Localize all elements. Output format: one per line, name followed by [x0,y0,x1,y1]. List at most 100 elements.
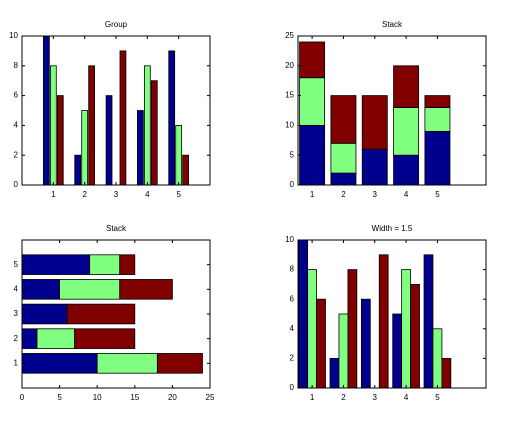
x-tick-label: 0 [20,393,25,402]
bar [378,254,389,389]
bar [143,65,151,186]
bar [89,254,121,275]
y-tick-label: 0 [14,180,19,189]
bar [360,298,371,389]
bar [299,125,326,186]
bar [441,357,452,389]
bar [88,65,95,186]
x-tick-label: 2 [341,190,346,199]
bar [105,95,113,186]
y-tick-label: 5 [14,260,19,269]
bar [56,95,64,186]
bar [96,353,158,374]
bar [424,130,451,186]
y-tick-label: 0 [290,383,295,392]
bar [424,95,451,108]
y-tick-label: 25 [285,31,294,40]
bar [424,107,451,132]
bar [393,154,420,186]
bar [330,95,357,144]
chart-title: Group [105,20,128,29]
y-tick-label: 2 [14,334,19,343]
bar [21,279,60,300]
bar [401,269,411,389]
x-tick-label: 5 [435,393,440,402]
y-tick-label: 2 [14,150,19,159]
y-tick-label: 6 [290,294,295,303]
y-tick-label: 4 [14,121,19,130]
bar [329,357,340,389]
bar [410,283,420,389]
chart-title: Width = 1.5 [372,224,413,233]
bar [66,303,136,325]
x-tick-label: 5 [176,190,181,199]
y-tick-label: 15 [285,91,294,100]
bar [74,328,136,349]
y-tick-label: 5 [290,150,295,159]
chart-title: Stack [382,20,403,29]
bar [307,269,317,389]
x-tick-label: 1 [310,393,315,402]
x-tick-label: 20 [168,393,177,402]
y-tick-label: 3 [14,309,19,318]
bar [137,110,144,186]
bar [298,239,309,389]
y-tick-label: 6 [14,91,19,100]
bar [393,107,420,156]
bar [21,254,91,275]
bar [36,328,76,349]
x-tick-label: 3 [114,190,119,199]
bar [361,148,388,186]
bar [299,41,326,79]
bar [175,125,183,186]
x-tick-label: 3 [373,190,378,199]
y-tick-label: 20 [285,61,294,70]
bar [43,35,50,186]
x-tick-label: 5 [435,190,440,199]
bar [74,154,82,186]
axes-frame [297,35,487,186]
bar [316,298,326,389]
bar [338,313,349,389]
x-tick-label: 25 [206,393,215,402]
x-tick-label: 1 [51,190,56,199]
x-tick-label: 15 [130,393,139,402]
bar [81,110,89,186]
x-tick-label: 2 [341,393,346,402]
chart-title: Stack [106,224,127,233]
bar [119,50,127,186]
y-tick-label: 2 [290,354,295,363]
bar [21,353,98,374]
bar [150,80,158,186]
bar [361,95,388,150]
bar [392,313,403,389]
bar [119,254,136,275]
x-tick-label: 5 [57,393,62,402]
bar [156,353,203,374]
x-tick-label: 3 [373,393,378,402]
y-tick-label: 4 [290,324,295,333]
y-tick-label: 10 [285,121,294,130]
y-tick-label: 0 [290,180,295,189]
bar [330,142,357,174]
bar [423,254,434,389]
bar [299,77,326,126]
y-tick-label: 1 [14,358,19,367]
bar [21,303,68,325]
bar [49,65,57,186]
x-tick-label: 4 [404,393,409,402]
axes-frame [297,239,487,389]
bar [393,65,420,108]
y-tick-label: 10 [9,31,18,40]
x-tick-label: 10 [93,393,102,402]
bar [119,279,173,300]
bar [432,328,443,389]
x-tick-label: 4 [145,190,150,199]
bar [347,269,358,389]
x-tick-label: 4 [404,190,409,199]
bar [182,154,189,186]
bar [168,50,176,186]
y-tick-label: 4 [14,284,19,293]
y-tick-label: 8 [290,265,295,274]
